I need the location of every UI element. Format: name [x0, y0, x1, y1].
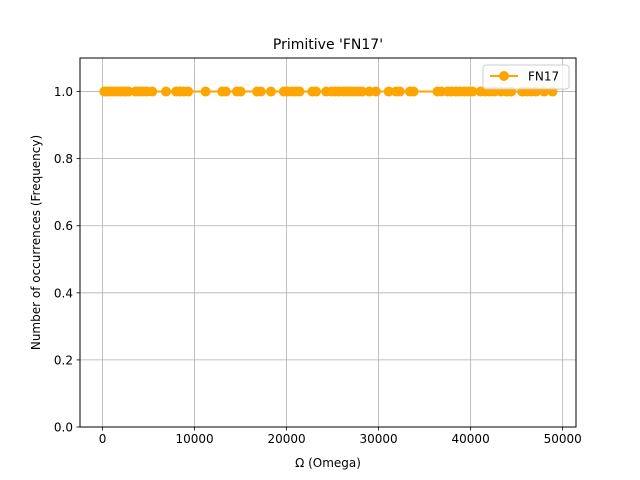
- data-point: [265, 86, 276, 97]
- data-point: [200, 86, 211, 97]
- x-tick-label: 0: [99, 432, 107, 446]
- data-point: [183, 86, 194, 97]
- legend-marker: [499, 71, 509, 81]
- data-point: [467, 86, 478, 97]
- grid: [80, 58, 576, 428]
- x-tick-label: 50000: [544, 432, 582, 446]
- data-point: [408, 86, 419, 97]
- y-tick-label: 0.2: [54, 353, 73, 367]
- legend: FN17: [482, 64, 570, 90]
- y-tick-label: 1.0: [54, 85, 73, 99]
- y-axis-label: Number of occurrences (Frequency): [29, 135, 43, 350]
- data-point: [383, 86, 394, 97]
- chart-title: Primitive 'FN17': [273, 37, 383, 53]
- data-point: [294, 86, 305, 97]
- data-point: [255, 86, 266, 97]
- y-tick-label: 0.4: [54, 286, 73, 300]
- legend-box: [482, 64, 570, 90]
- data-point: [220, 86, 231, 97]
- legend-label: FN17: [528, 70, 559, 84]
- y-axis-ticks: 0.0 0.2 0.4 0.6 0.8 1.0: [54, 85, 80, 435]
- x-tick-label: 40000: [452, 432, 490, 446]
- data-point: [161, 86, 172, 97]
- plot-frame: [79, 57, 577, 428]
- data-point: [123, 86, 134, 97]
- data-point: [235, 86, 246, 97]
- y-tick-label: 0.0: [54, 421, 73, 435]
- data-point: [147, 86, 158, 97]
- x-axis-ticks: 0 10000 20000 30000 40000 50000: [99, 427, 582, 446]
- x-axis-label: Ω (Omega): [295, 456, 361, 470]
- plot-area: [80, 58, 576, 427]
- x-tick-label: 30000: [360, 432, 398, 446]
- x-tick-label: 10000: [175, 432, 213, 446]
- x-tick-label: 20000: [267, 432, 305, 446]
- data-point: [370, 86, 381, 97]
- y-tick-label: 0.8: [54, 152, 73, 166]
- data-point: [357, 86, 368, 97]
- data-point: [394, 86, 405, 97]
- data-point: [311, 86, 322, 97]
- y-tick-label: 0.6: [54, 219, 73, 233]
